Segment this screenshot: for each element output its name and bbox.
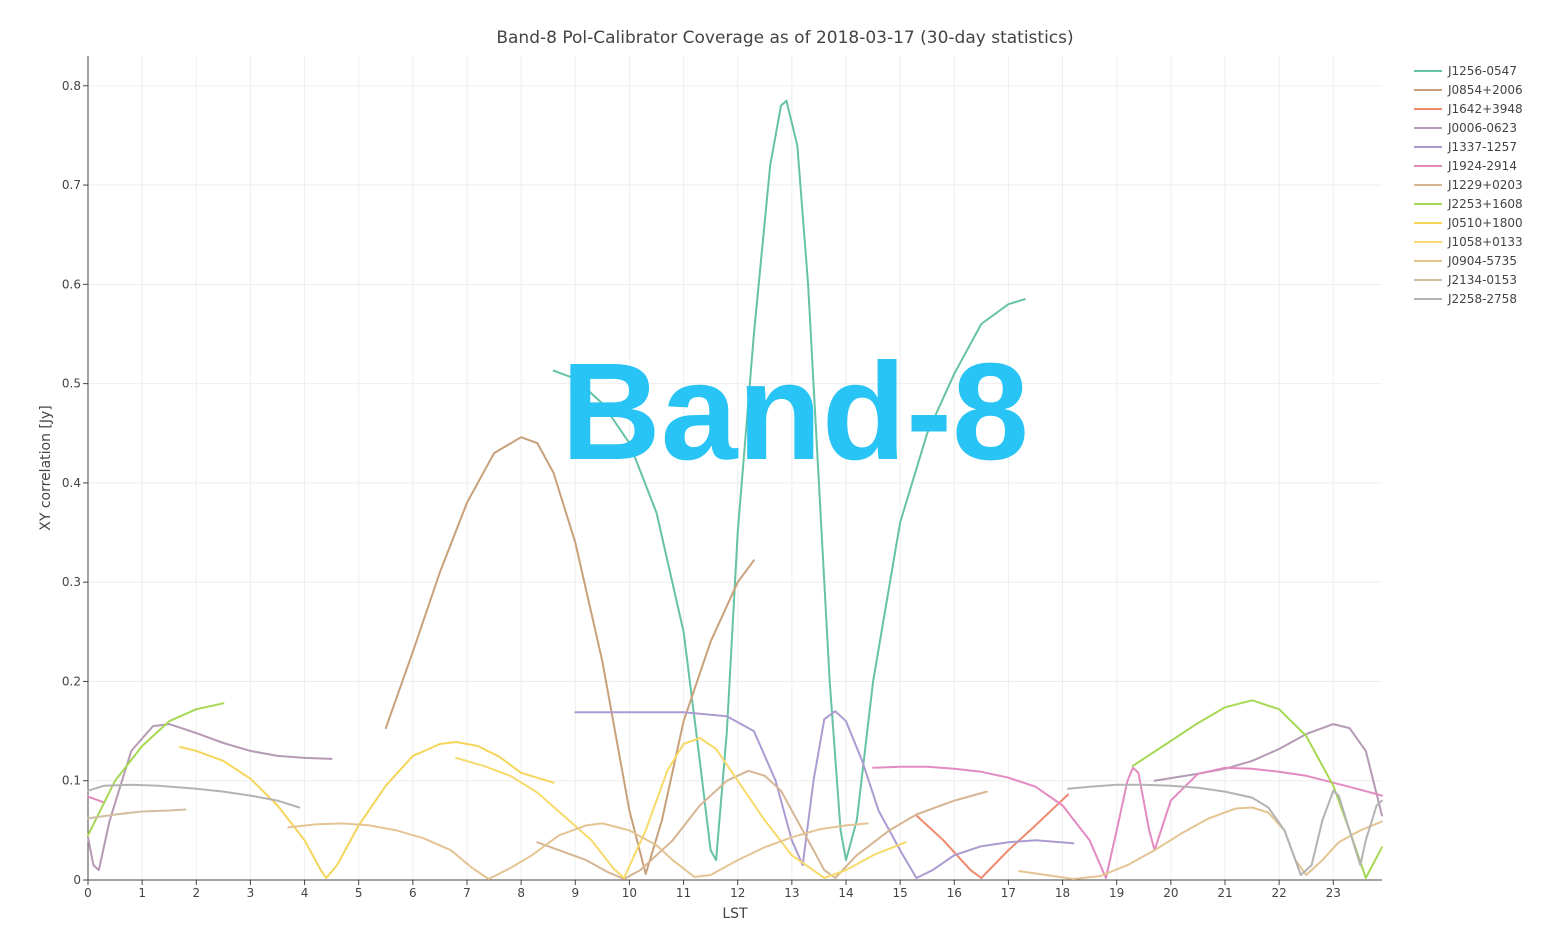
series-lines — [87, 99, 1383, 880]
legend-label: J0904-5735 — [1447, 254, 1517, 268]
legend-label: J2258-2758 — [1447, 292, 1517, 306]
x-tick-label: 18 — [1055, 886, 1070, 900]
x-tick-label: 14 — [838, 886, 853, 900]
legend-item-J2253+1608[interactable]: J2253+1608 — [1414, 197, 1523, 211]
legend[interactable]: J1256-0547 J0854+2006 J1642+3948 J0006-0623… — [1414, 64, 1523, 306]
y-tick-label: 0.7 — [62, 178, 81, 192]
y-tick-label: 0.3 — [62, 575, 81, 589]
series-J1229+0203 — [536, 769, 988, 880]
series-J1924-2914 — [87, 765, 1383, 879]
x-tick-label: 1 — [138, 886, 146, 900]
legend-item-J0510+1800[interactable]: J0510+1800 — [1414, 216, 1523, 230]
legend-label: J0854+2006 — [1447, 83, 1523, 97]
series-J1642+3948 — [915, 793, 1069, 879]
y-tick-label: 0.4 — [62, 476, 81, 490]
series-J1256-0547 — [552, 99, 1026, 862]
x-tick-label: 0 — [84, 886, 92, 900]
x-axis-title: LST — [722, 906, 748, 922]
x-tick-label: 19 — [1109, 886, 1124, 900]
series-line-J1058+0133 — [455, 737, 907, 879]
y-tick-label: 0.2 — [62, 674, 81, 688]
y-axis-ticks: 0 0.1 0.2 0.3 0.4 0.5 0.6 0.7 0.8 — [62, 79, 88, 887]
series-line-J0510+1800 — [179, 741, 555, 879]
series-line-J0006-0623 — [87, 723, 333, 872]
legend-item-J1058+0133[interactable]: J1058+0133 — [1414, 235, 1523, 249]
chart-title: Band-8 Pol-Calibrator Coverage as of 201… — [496, 28, 1073, 48]
x-tick-label: 6 — [409, 886, 417, 900]
x-tick-label: 21 — [1217, 886, 1232, 900]
watermark-text: Band-8 — [561, 335, 1029, 489]
legend-label: J1229+0203 — [1447, 178, 1523, 192]
series-line-J1642+3948 — [915, 793, 1069, 879]
series-line-J1229+0203 — [536, 769, 988, 880]
y-tick-label: 0.5 — [62, 377, 81, 391]
legend-label: J1924-2914 — [1447, 159, 1517, 173]
legend-label: J1337-1257 — [1447, 140, 1517, 154]
series-J2253+1608 — [87, 699, 1383, 879]
legend-item-J0854+2006[interactable]: J0854+2006 — [1414, 83, 1523, 97]
legend-item-J1229+0203[interactable]: J1229+0203 — [1414, 178, 1523, 192]
x-tick-label: 22 — [1271, 886, 1286, 900]
series-J0854+2006 — [384, 436, 755, 875]
x-tick-label: 7 — [463, 886, 471, 900]
series-J0904-5735 — [287, 806, 1383, 880]
series-J1058+0133 — [455, 737, 907, 879]
legend-item-J2134-0153[interactable]: J2134-0153 — [1414, 273, 1517, 287]
series-line-J1337-1257 — [574, 710, 1075, 879]
x-tick-label: 2 — [192, 886, 200, 900]
x-tick-label: 4 — [301, 886, 309, 900]
series-J0006-0623 — [87, 723, 1383, 872]
series-line-J1924-2914 — [87, 795, 106, 804]
x-tick-label: 15 — [892, 886, 907, 900]
legend-item-J0904-5735[interactable]: J0904-5735 — [1414, 254, 1517, 268]
legend-item-J1924-2914[interactable]: J1924-2914 — [1414, 159, 1517, 173]
legend-item-J0006-0623[interactable]: J0006-0623 — [1414, 121, 1517, 135]
x-tick-label: 11 — [676, 886, 691, 900]
legend-label: J0006-0623 — [1447, 121, 1517, 135]
series-line-J2258-2758 — [87, 783, 301, 809]
x-tick-label: 10 — [622, 886, 637, 900]
series-line-J2134-0153 — [87, 808, 187, 820]
series-line-J0854+2006 — [384, 436, 755, 875]
x-tick-label: 5 — [355, 886, 363, 900]
legend-label: J1256-0547 — [1447, 64, 1517, 78]
series-line-J0904-5735 — [287, 822, 869, 880]
x-tick-label: 16 — [947, 886, 962, 900]
x-tick-label: 23 — [1326, 886, 1341, 900]
x-axis-ticks: 0 1 2 3 4 5 6 7 8 9 10 11 12 13 14 15 16 17 18 19 20 21 22 23 — [84, 880, 1341, 900]
series-J2258-2758 — [87, 783, 1383, 876]
legend-item-J1337-1257[interactable]: J1337-1257 — [1414, 140, 1517, 154]
series-J0510+1800 — [179, 741, 555, 879]
gridlines — [88, 56, 1382, 880]
y-tick-label: 0.1 — [62, 774, 81, 788]
x-tick-label: 20 — [1163, 886, 1178, 900]
x-tick-label: 8 — [517, 886, 525, 900]
series-J2134-0153 — [87, 808, 187, 820]
series-line-J2258-2758 — [1067, 783, 1383, 876]
legend-item-J1256-0547[interactable]: J1256-0547 — [1414, 64, 1517, 78]
series-line-J1924-2914 — [872, 765, 1383, 879]
legend-item-J1642+3948[interactable]: J1642+3948 — [1414, 102, 1523, 116]
legend-label: J0510+1800 — [1447, 216, 1523, 230]
series-line-J2253+1608 — [87, 702, 225, 837]
x-tick-label: 12 — [730, 886, 745, 900]
series-J1337-1257 — [574, 710, 1075, 879]
y-tick-label: 0.6 — [62, 277, 81, 291]
x-tick-label: 3 — [247, 886, 255, 900]
y-tick-label: 0 — [73, 873, 81, 887]
legend-label: J2253+1608 — [1447, 197, 1523, 211]
x-tick-label: 17 — [1001, 886, 1016, 900]
x-tick-label: 13 — [784, 886, 799, 900]
x-tick-label: 9 — [571, 886, 579, 900]
y-tick-label: 0.8 — [62, 79, 81, 93]
y-axis-title: XY correlation [Jy] — [38, 405, 54, 531]
legend-item-J2258-2758[interactable]: J2258-2758 — [1414, 292, 1517, 306]
series-line-J0904-5735 — [1018, 806, 1383, 880]
legend-label: J2134-0153 — [1447, 273, 1517, 287]
legend-label: J1642+3948 — [1447, 102, 1523, 116]
series-line-J1256-0547 — [552, 99, 1026, 862]
legend-label: J1058+0133 — [1447, 235, 1523, 249]
